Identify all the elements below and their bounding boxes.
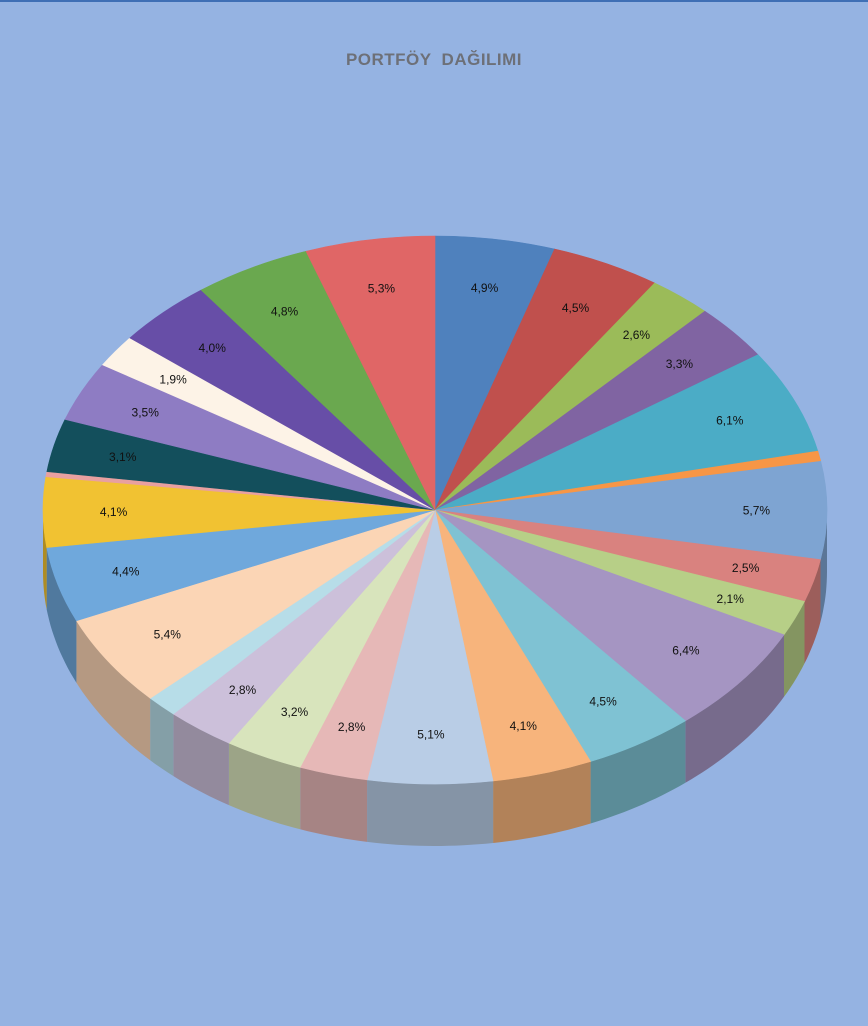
pie-slice-7[interactable] xyxy=(434,460,828,560)
pie-slice-side-12 xyxy=(493,761,591,843)
pie-data-label-19: 4,4% xyxy=(112,564,140,578)
pie-top-layer xyxy=(42,235,828,785)
pie-data-label-16: 2,8% xyxy=(229,683,257,697)
pie-data-label-22: 3,1% xyxy=(109,450,137,464)
pie-slice-side-15 xyxy=(228,743,301,830)
pie-data-label-18: 5,4% xyxy=(154,627,182,641)
pie-data-label-14: 2,8% xyxy=(338,720,366,734)
pie-slice-side-10 xyxy=(685,634,784,783)
pie-slice-side-7 xyxy=(820,510,827,622)
pie-data-label-8: 2,5% xyxy=(732,561,760,575)
pie-label-layer: 4,9% 4,5% 2,6% 3,3% 6,1% 5,7% 2,5% 2,1% 6,4% 4,5%… xyxy=(100,281,770,742)
pie-slice-side-8 xyxy=(804,559,821,664)
pie-slice-side-14 xyxy=(300,767,368,842)
pie-data-label-11: 4,5% xyxy=(589,695,617,709)
pie-slice-27[interactable] xyxy=(305,235,436,511)
pie-slice-side-19 xyxy=(46,547,77,683)
pie-data-label-7: 5,7% xyxy=(743,503,771,517)
pie-slice-18[interactable] xyxy=(75,509,436,699)
pie-data-label-20: 4,1% xyxy=(100,505,128,519)
pie-data-label-24: 1,9% xyxy=(159,373,187,387)
pie-data-label-10: 6,4% xyxy=(672,644,700,658)
pie-data-label-13: 5,1% xyxy=(417,728,445,742)
pie-slice-side-13 xyxy=(367,779,494,846)
pie-data-label-27: 5,3% xyxy=(368,282,396,296)
pie-slice-10[interactable] xyxy=(434,509,785,722)
pie-data-label-12: 4,1% xyxy=(510,719,538,733)
pie-data-label-5: 6,1% xyxy=(716,414,744,428)
pie-data-label-26: 4,8% xyxy=(271,305,299,319)
pie-data-label-9: 2,1% xyxy=(717,592,745,606)
pie-data-label-3: 2,6% xyxy=(623,328,651,342)
pie-slice-5[interactable] xyxy=(434,354,819,511)
pie-depth-layer xyxy=(43,510,827,846)
pie-data-label-23: 3,5% xyxy=(132,406,160,420)
pie-slice-side-17 xyxy=(150,698,174,776)
pie-data-label-15: 3,2% xyxy=(281,705,309,719)
pie-data-label-1: 4,9% xyxy=(471,281,499,295)
pie-data-label-25: 4,0% xyxy=(199,341,227,355)
pie-slice-side-20 xyxy=(43,510,47,610)
pie-slice-side-18 xyxy=(76,620,151,761)
pie-data-label-2: 4,5% xyxy=(562,301,590,315)
chart-title: PORTFÖY DAĞILIMI xyxy=(345,50,523,69)
pie-slice-side-11 xyxy=(590,720,686,824)
pie-slice-side-9 xyxy=(784,601,805,697)
pie-data-label-4: 3,3% xyxy=(666,357,694,371)
